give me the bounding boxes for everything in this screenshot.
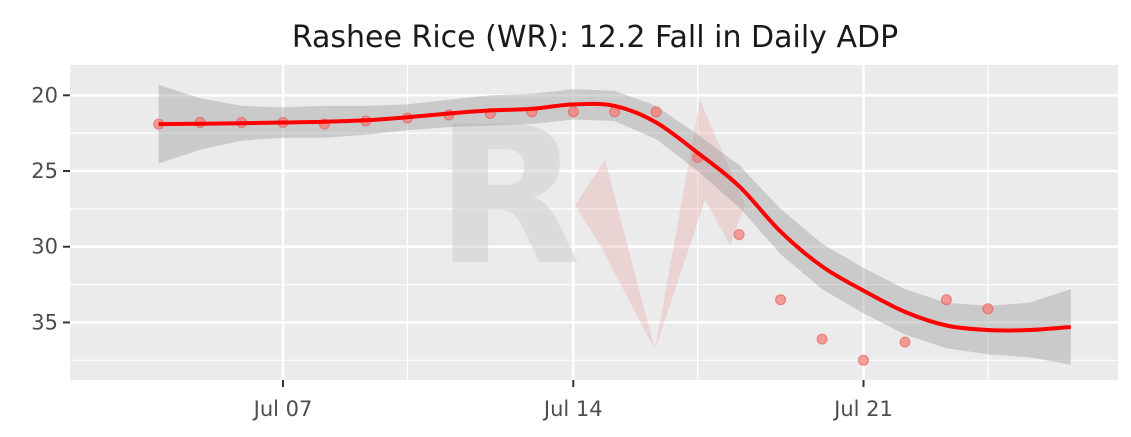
data-point [733,229,745,241]
data-point [650,106,662,118]
confidence-band-area [158,84,1071,365]
y-tick-label: 30 [31,235,58,259]
y-tick-label: 20 [31,83,58,107]
smooth-trend-line [158,101,1071,333]
data-point [816,333,828,345]
x-tick-label: Jul 14 [542,397,603,421]
x-tick-label: Jul 07 [252,397,313,421]
smooth-line [158,101,1071,333]
y-tick-label: 25 [31,159,58,183]
data-point [940,294,952,306]
data-point [899,336,911,348]
data-point [567,106,579,118]
y-axis: 20 25 30 35 [31,83,70,334]
watermark-v-shape [575,100,745,350]
confidence-band [158,84,1071,365]
x-axis: Jul 07 Jul 14 Jul 21 [252,380,893,421]
plot-panel [70,65,1118,380]
y-tick-label: 35 [31,310,58,334]
data-point [982,303,994,315]
x-tick-label: Jul 21 [832,397,893,421]
minor-gridlines [70,65,1118,380]
rv-logo-watermark-icon: R [435,86,745,350]
major-gridlines [70,65,1118,380]
chart-title: Rashee Rice (WR): 12.2 Fall in Daily ADP [292,20,898,55]
data-point [775,294,787,306]
watermark-r-letter: R [435,86,581,307]
data-point [858,354,869,366]
